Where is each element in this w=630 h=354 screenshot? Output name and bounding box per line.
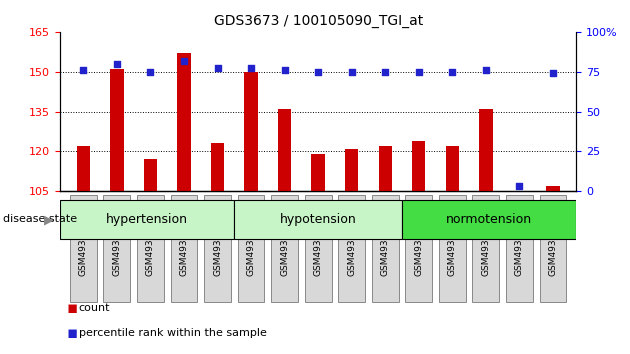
- Point: [179, 58, 189, 63]
- Bar: [177, 53, 191, 191]
- Point: [146, 69, 156, 75]
- Point: [313, 69, 323, 75]
- Text: GSM493525: GSM493525: [79, 221, 88, 276]
- FancyBboxPatch shape: [60, 200, 234, 239]
- Text: GSM493535: GSM493535: [415, 221, 423, 276]
- Bar: [311, 154, 325, 191]
- FancyBboxPatch shape: [103, 195, 130, 302]
- Text: GSM493532: GSM493532: [314, 221, 323, 276]
- Point: [514, 183, 524, 189]
- Point: [280, 67, 290, 73]
- Text: GSM493539: GSM493539: [549, 221, 558, 276]
- FancyBboxPatch shape: [171, 195, 197, 302]
- Point: [212, 66, 222, 72]
- Text: hypertension: hypertension: [106, 213, 188, 226]
- Text: GSM493529: GSM493529: [213, 221, 222, 276]
- Bar: [445, 146, 459, 191]
- FancyBboxPatch shape: [70, 195, 97, 302]
- Text: GSM493528: GSM493528: [180, 221, 188, 276]
- Point: [548, 70, 558, 76]
- Text: normotension: normotension: [446, 213, 532, 226]
- Point: [481, 67, 491, 73]
- Bar: [412, 141, 425, 191]
- Point: [380, 69, 390, 75]
- Bar: [278, 109, 291, 191]
- Point: [447, 69, 457, 75]
- Bar: [110, 69, 123, 191]
- Text: disease state: disease state: [3, 215, 77, 224]
- Point: [246, 66, 256, 72]
- FancyBboxPatch shape: [472, 195, 500, 302]
- FancyBboxPatch shape: [338, 195, 365, 302]
- Bar: [479, 109, 493, 191]
- Bar: [144, 159, 157, 191]
- FancyBboxPatch shape: [271, 195, 298, 302]
- Text: percentile rank within the sample: percentile rank within the sample: [79, 328, 266, 338]
- Text: count: count: [79, 303, 110, 313]
- FancyBboxPatch shape: [305, 195, 331, 302]
- Point: [346, 69, 357, 75]
- FancyBboxPatch shape: [204, 195, 231, 302]
- Point: [414, 69, 424, 75]
- Text: GSM493531: GSM493531: [280, 221, 289, 276]
- FancyBboxPatch shape: [238, 195, 265, 302]
- FancyBboxPatch shape: [405, 195, 432, 302]
- Text: GSM493538: GSM493538: [515, 221, 524, 276]
- Text: GSM493526: GSM493526: [112, 221, 122, 276]
- FancyBboxPatch shape: [439, 195, 466, 302]
- FancyBboxPatch shape: [137, 195, 164, 302]
- Text: GSM493533: GSM493533: [347, 221, 356, 276]
- FancyBboxPatch shape: [234, 200, 402, 239]
- Text: GSM493530: GSM493530: [246, 221, 256, 276]
- Point: [78, 67, 88, 73]
- Point: [112, 61, 122, 67]
- Text: GSM493536: GSM493536: [448, 221, 457, 276]
- Text: GSM493534: GSM493534: [381, 221, 390, 276]
- FancyBboxPatch shape: [506, 195, 533, 302]
- Text: ▶: ▶: [44, 213, 54, 226]
- FancyBboxPatch shape: [372, 195, 399, 302]
- FancyBboxPatch shape: [402, 200, 576, 239]
- Bar: [345, 149, 358, 191]
- Text: hypotension: hypotension: [280, 213, 357, 226]
- Bar: [546, 186, 559, 191]
- Text: GSM493527: GSM493527: [146, 221, 155, 276]
- Title: GDS3673 / 100105090_TGI_at: GDS3673 / 100105090_TGI_at: [214, 14, 423, 28]
- Bar: [244, 72, 258, 191]
- FancyBboxPatch shape: [539, 195, 566, 302]
- Text: ▪: ▪: [66, 299, 77, 317]
- Text: GSM493537: GSM493537: [481, 221, 490, 276]
- Bar: [77, 146, 90, 191]
- Bar: [211, 143, 224, 191]
- Bar: [379, 146, 392, 191]
- Text: ▪: ▪: [66, 324, 77, 342]
